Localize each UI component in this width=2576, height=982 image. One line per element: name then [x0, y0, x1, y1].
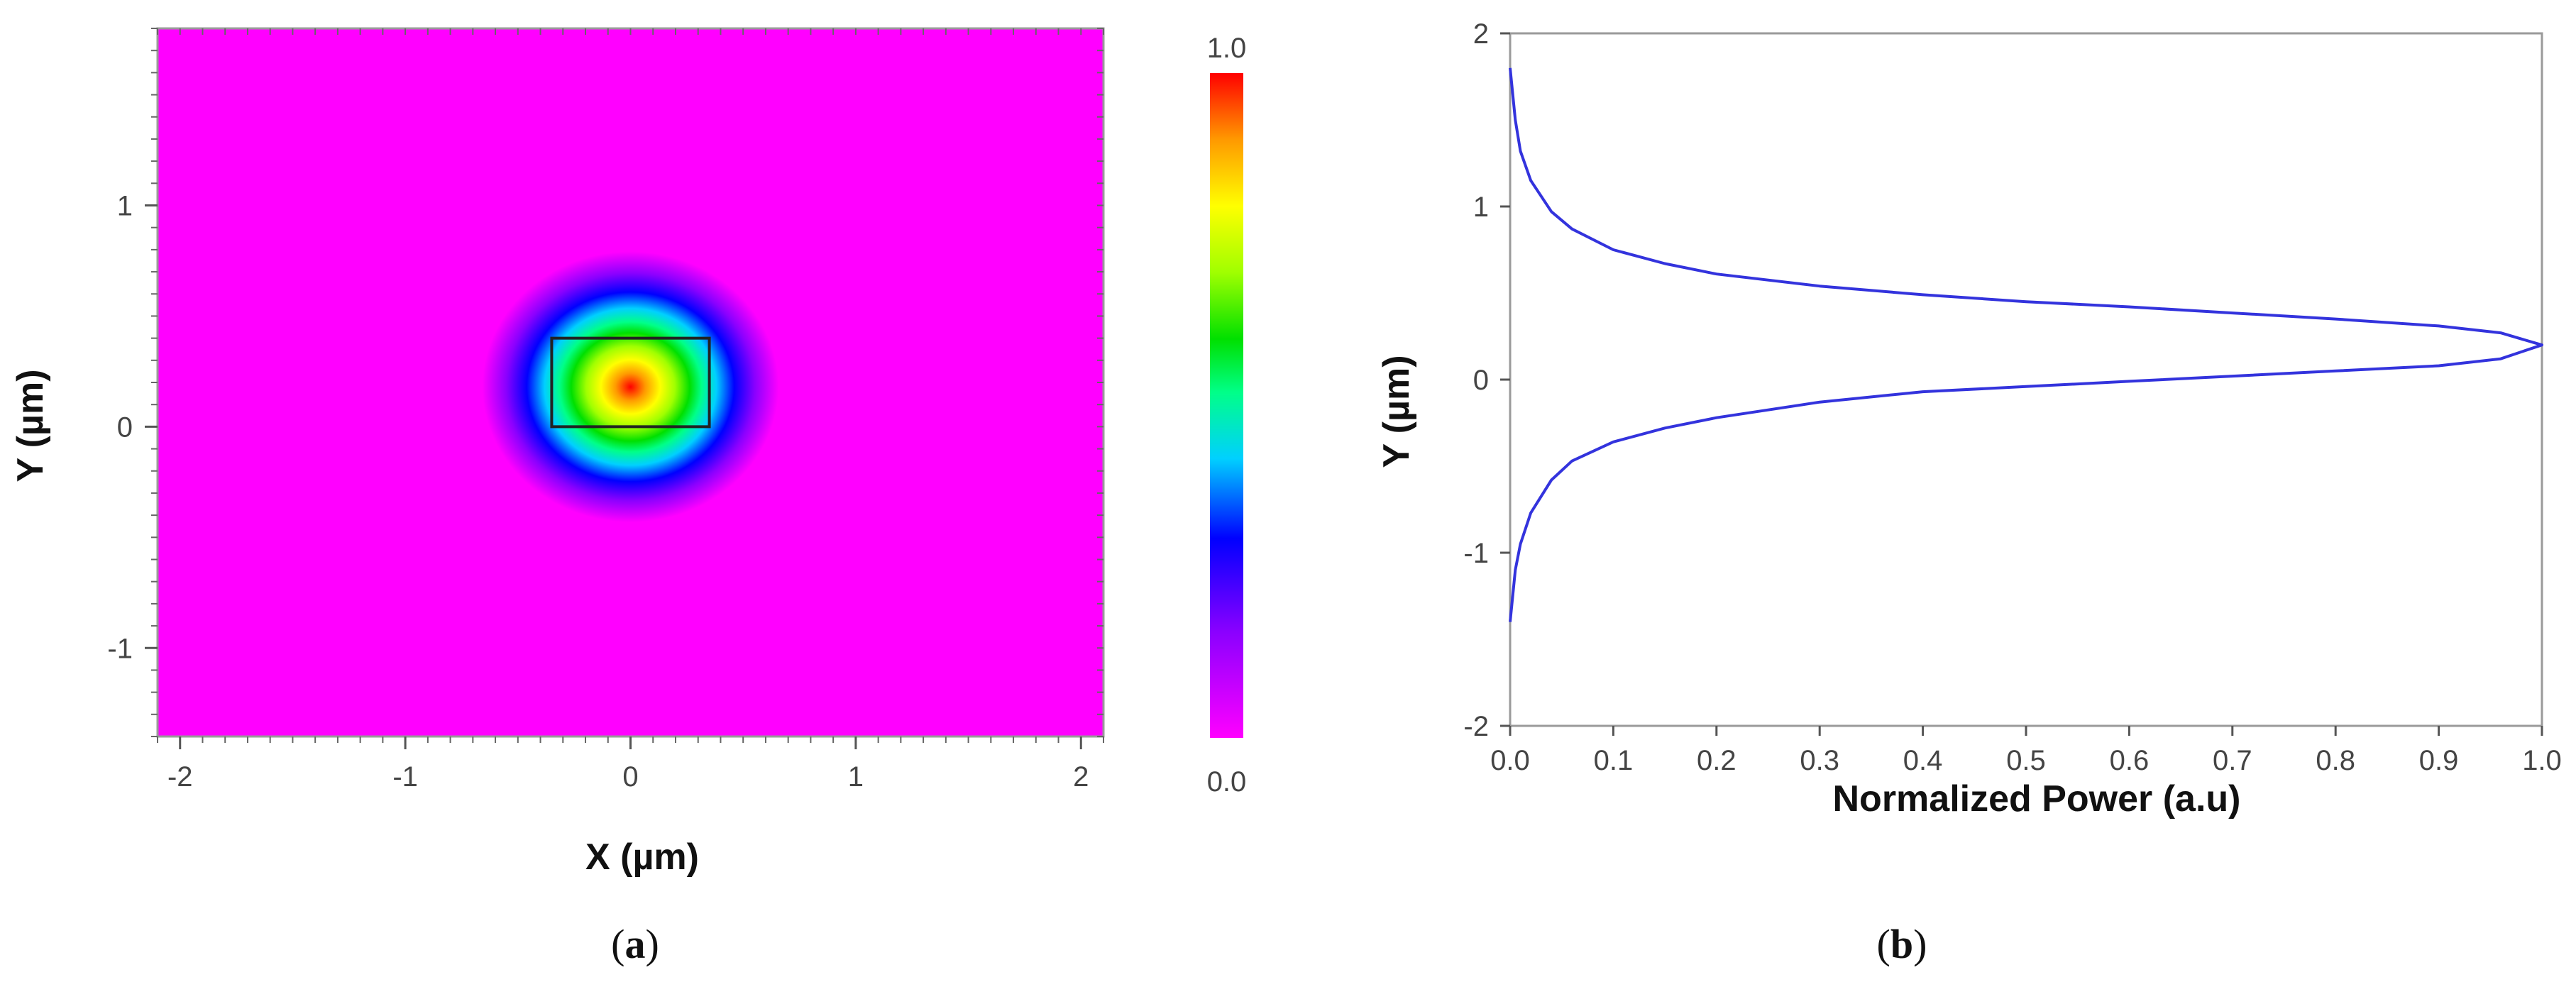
colorbar: [1210, 73, 1243, 738]
panel-a-field-map: -2 -1 0 1 2 -1 0 1 X (µm) Y (µm) 1.0 0.0 (a): [10, 27, 1247, 967]
y-tick-label: 1: [117, 191, 133, 222]
x-tick-label: -2: [167, 761, 193, 793]
plot-b-y-ticks: 2 1 0 -1 -2: [1463, 18, 1510, 742]
x-tick-label: 0.2: [1697, 745, 1736, 776]
waveguide-core-outline: [550, 336, 711, 429]
x-tick-label: 0.6: [2110, 745, 2150, 776]
x-tick-label: -1: [392, 761, 418, 793]
y-tick-label: 1: [1473, 192, 1489, 223]
panel-label-a-open: (: [611, 921, 624, 967]
x-tick-label: 0.7: [2213, 745, 2252, 776]
panel-label-a-close: ): [646, 921, 659, 967]
x-tick-label: 0: [622, 761, 638, 793]
panel-label-b-close: ): [1913, 921, 1927, 967]
panel-label-b-letter: b: [1890, 921, 1913, 967]
plot-a-x-axis-title: X (µm): [585, 837, 699, 878]
y-tick-label: -2: [1463, 711, 1489, 742]
x-tick-label: 0.0: [1490, 745, 1530, 776]
y-tick-label: 0: [1473, 365, 1489, 396]
plot-b-frame: [1509, 32, 2543, 727]
x-tick-label: 0.5: [2006, 745, 2046, 776]
mode-field-intensity: [424, 199, 837, 575]
panel-label-a: (a): [611, 921, 659, 967]
colorbar-min-label: 0.0: [1207, 766, 1247, 798]
plot-a-y-ticks: -1 0 1: [107, 191, 158, 664]
x-tick-label: 0.1: [1594, 745, 1634, 776]
y-tick-label: 0: [117, 412, 133, 443]
plot-a-x-ticks: -2 -1 0 1 2: [167, 736, 1089, 793]
plot-b-x-ticks: 0.0 0.1 0.2 0.3 0.4 0.5 0.6 0.7 0.8 0.9 1.0: [1490, 726, 2562, 776]
panel-label-a-letter: a: [625, 921, 646, 967]
x-tick-label: 0.8: [2316, 745, 2355, 776]
x-tick-label: 0.4: [1903, 745, 1943, 776]
plot-b-y-axis-title: Y (µm): [1376, 355, 1417, 468]
x-tick-label: 2: [1073, 761, 1089, 793]
power-profile-line: [1509, 67, 2543, 622]
x-tick-label: 1: [848, 761, 864, 793]
panel-label-b: (b): [1877, 921, 1927, 967]
y-tick-label: 2: [1473, 18, 1489, 50]
colorbar-max-label: 1.0: [1207, 33, 1247, 64]
x-tick-label: 1.0: [2522, 745, 2562, 776]
plot-b-x-axis-title: Normalized Power (a.u): [1833, 778, 2241, 820]
y-tick-label: -1: [107, 633, 133, 664]
plot-a-y-axis-title: Y (µm): [10, 369, 51, 482]
panel-label-b-open: (: [1877, 921, 1890, 967]
x-tick-label: 0.9: [2419, 745, 2459, 776]
panel-b-power-profile: 0.0 0.1 0.2 0.3 0.4 0.5 0.6 0.7 0.8 0.9 1.0 2 1 0 -1 -…: [1376, 18, 2562, 967]
x-tick-label: 0.3: [1800, 745, 1839, 776]
y-tick-label: -1: [1463, 538, 1489, 569]
plot-a-minor-ticks: [151, 28, 1104, 743]
